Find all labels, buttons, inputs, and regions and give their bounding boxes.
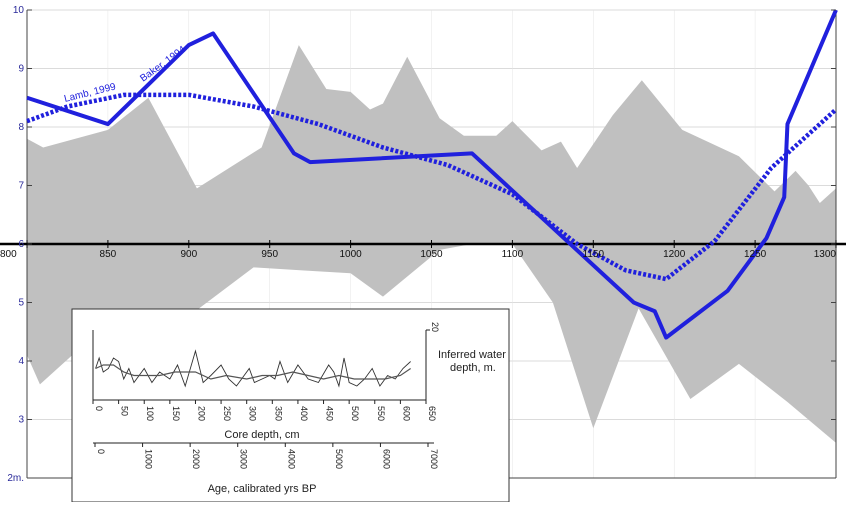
- inset-series-layer: [95, 349, 411, 388]
- inset-secondary-tick-label: 4000: [286, 449, 296, 469]
- series-line-dotted: [26, 92, 838, 282]
- x-tick-label: 950: [261, 249, 278, 260]
- inset-tick-label-layer: 0 50 100 150 200 250 300 350 400 450 500 550 600 6502…: [92, 322, 440, 469]
- inset-y-tick-label: 20: [430, 322, 440, 332]
- x-tick-label: 1050: [420, 249, 443, 260]
- inset-xlabel: Core depth, cm: [224, 429, 299, 441]
- inset-x-tick-label: 550: [376, 406, 386, 421]
- inset-secondary-tick-label: 2000: [191, 449, 201, 469]
- series-layer: [26, 9, 838, 340]
- x-tick-label: 1200: [663, 249, 686, 260]
- inset-secondary-tick-label: 3000: [239, 449, 249, 469]
- inset-x-tick-label: 200: [196, 406, 206, 421]
- y-tick-label: 5: [18, 298, 24, 309]
- inset-series-line: [95, 364, 411, 380]
- inset-x-tick-label: 650: [427, 406, 437, 421]
- inset-secondary-tick-label: 1000: [144, 449, 154, 469]
- x-tick-label: 800: [0, 249, 17, 260]
- inset-x-tick-label: 400: [299, 406, 309, 421]
- inset-axes: [92, 330, 434, 444]
- inset-x-tick-label: 150: [171, 406, 181, 421]
- x-tick-label: 900: [180, 249, 197, 260]
- inset-secondary-tick-label: 0: [96, 449, 106, 454]
- x-tick-label: 1150: [583, 249, 605, 260]
- inset-figure: 0 50 100 150 200 250 300 350 400 450 500 550 600 6502…: [71, 308, 510, 503]
- y-tick-label: 4: [18, 356, 24, 367]
- x-tick-label: 1300: [814, 249, 837, 260]
- inset-ylabel-line-2: depth, m.: [450, 362, 496, 374]
- y-tick-label: 10: [13, 5, 25, 16]
- inset-series-line: [95, 349, 411, 388]
- x-tick-label: 1100: [502, 249, 524, 260]
- y-tick-label: 8: [18, 122, 24, 133]
- inset-x-tick-label: 600: [401, 406, 411, 421]
- inset-x-tick-label: 300: [248, 406, 258, 421]
- inset-x-tick-label: 250: [222, 406, 232, 421]
- inset-x-tick-label: 0: [94, 406, 104, 411]
- inset-x-tick-label: 450: [325, 406, 335, 421]
- inset-secondary-axis-label: Age, calibrated yrs BP: [208, 483, 317, 495]
- series-line-solid: [26, 9, 838, 340]
- inset-x-tick-label: 50: [120, 406, 130, 416]
- inset-secondary-tick-label: 7000: [429, 449, 439, 469]
- y-tick-label: 6: [18, 239, 24, 250]
- inset-ylabel-line-1: Inferred water: [438, 349, 506, 361]
- inset-x-tick-label: 350: [273, 406, 283, 421]
- y-tick-label: 2m.: [7, 473, 24, 484]
- x-tick-label: 1250: [744, 249, 767, 260]
- inset-x-tick-label: 500: [350, 406, 360, 421]
- y-tick-label: 7: [18, 181, 24, 192]
- y-tick-label: 3: [18, 415, 24, 426]
- inset-secondary-tick-label: 5000: [334, 449, 344, 469]
- inset-ylabel: Inferred water depth, m.: [438, 349, 509, 374]
- inset-secondary-tick-label: 6000: [381, 449, 391, 469]
- x-tick-label: 850: [100, 249, 117, 260]
- x-tick-label: 1000: [339, 249, 362, 260]
- y-tick-label: 9: [18, 64, 24, 75]
- inset-frame: [71, 308, 510, 503]
- inset-x-tick-label: 100: [145, 406, 155, 421]
